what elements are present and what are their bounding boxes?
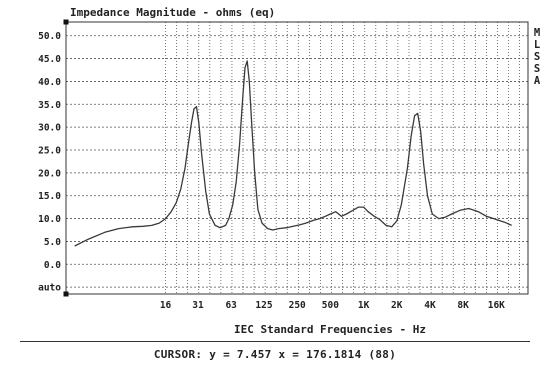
x-tick-label: 63 [225, 300, 237, 311]
x-axis-label: IEC Standard Frequencies - Hz [234, 323, 426, 336]
x-tick-label: 16K [488, 300, 505, 311]
plot-frame [65, 21, 529, 295]
cursor-readout: CURSOR: y = 7.457 x = 176.1814 (88) [0, 348, 550, 361]
x-tick-label: 500 [322, 300, 339, 311]
x-tick-label: 4K [424, 300, 436, 311]
y-tick-labels: 50.0 45.0 40.0 35.0 30.0 25.0 20.0 15.0 10.0 5.0 0… [38, 31, 61, 293]
y-tick-label: 15.0 [38, 191, 61, 202]
chart-title: Impedance Magnitude - ohms (eq) [70, 6, 275, 19]
cursor-value: y = 7.457 x = 176.1814 (88) [209, 348, 397, 361]
y-tick-label: 50.0 [38, 31, 61, 42]
x-tick-labels: 16 31 63 125 250 500 1K 2K 4K 8K 16K [160, 300, 505, 311]
x-tick-label: 125 [255, 300, 272, 311]
x-tick-label: 2K [391, 300, 403, 311]
plot-background [66, 22, 528, 294]
y-tick-label: 45.0 [38, 54, 61, 65]
y-tick-label: 5.0 [44, 237, 61, 248]
y-tick-label: 0.0 [44, 260, 61, 271]
y-tick-label: 20.0 [38, 168, 61, 179]
series-layer [74, 60, 512, 247]
corner-markers [63, 19, 69, 297]
y-tick-label: 25.0 [38, 146, 61, 157]
y-tick-label: auto [38, 283, 61, 294]
impedance-chart: 50.0 45.0 40.0 35.0 30.0 25.0 20.0 15.0 10.0 5.0 0… [38, 6, 541, 336]
x-tick-label: 8K [457, 300, 469, 311]
x-tick-label: 31 [192, 300, 204, 311]
corner-marker [63, 19, 69, 25]
cursor-readout-bar: CURSOR: y = 7.457 x = 176.1814 (88) [0, 341, 550, 369]
cursor-divider [20, 341, 530, 342]
corner-marker [63, 291, 69, 297]
y-tick-label: 40.0 [38, 77, 61, 88]
y-tick-label: 35.0 [38, 100, 61, 111]
x-tick-label: 1K [358, 300, 370, 311]
x-tick-label: 250 [289, 300, 306, 311]
y-tick-label: 30.0 [38, 123, 61, 134]
y-tick-label: 10.0 [38, 214, 61, 225]
plot-border [65, 21, 529, 295]
cursor-label: CURSOR: [153, 348, 203, 361]
series-line [74, 60, 512, 247]
grid [66, 22, 528, 294]
x-tick-label: 16 [160, 300, 172, 311]
